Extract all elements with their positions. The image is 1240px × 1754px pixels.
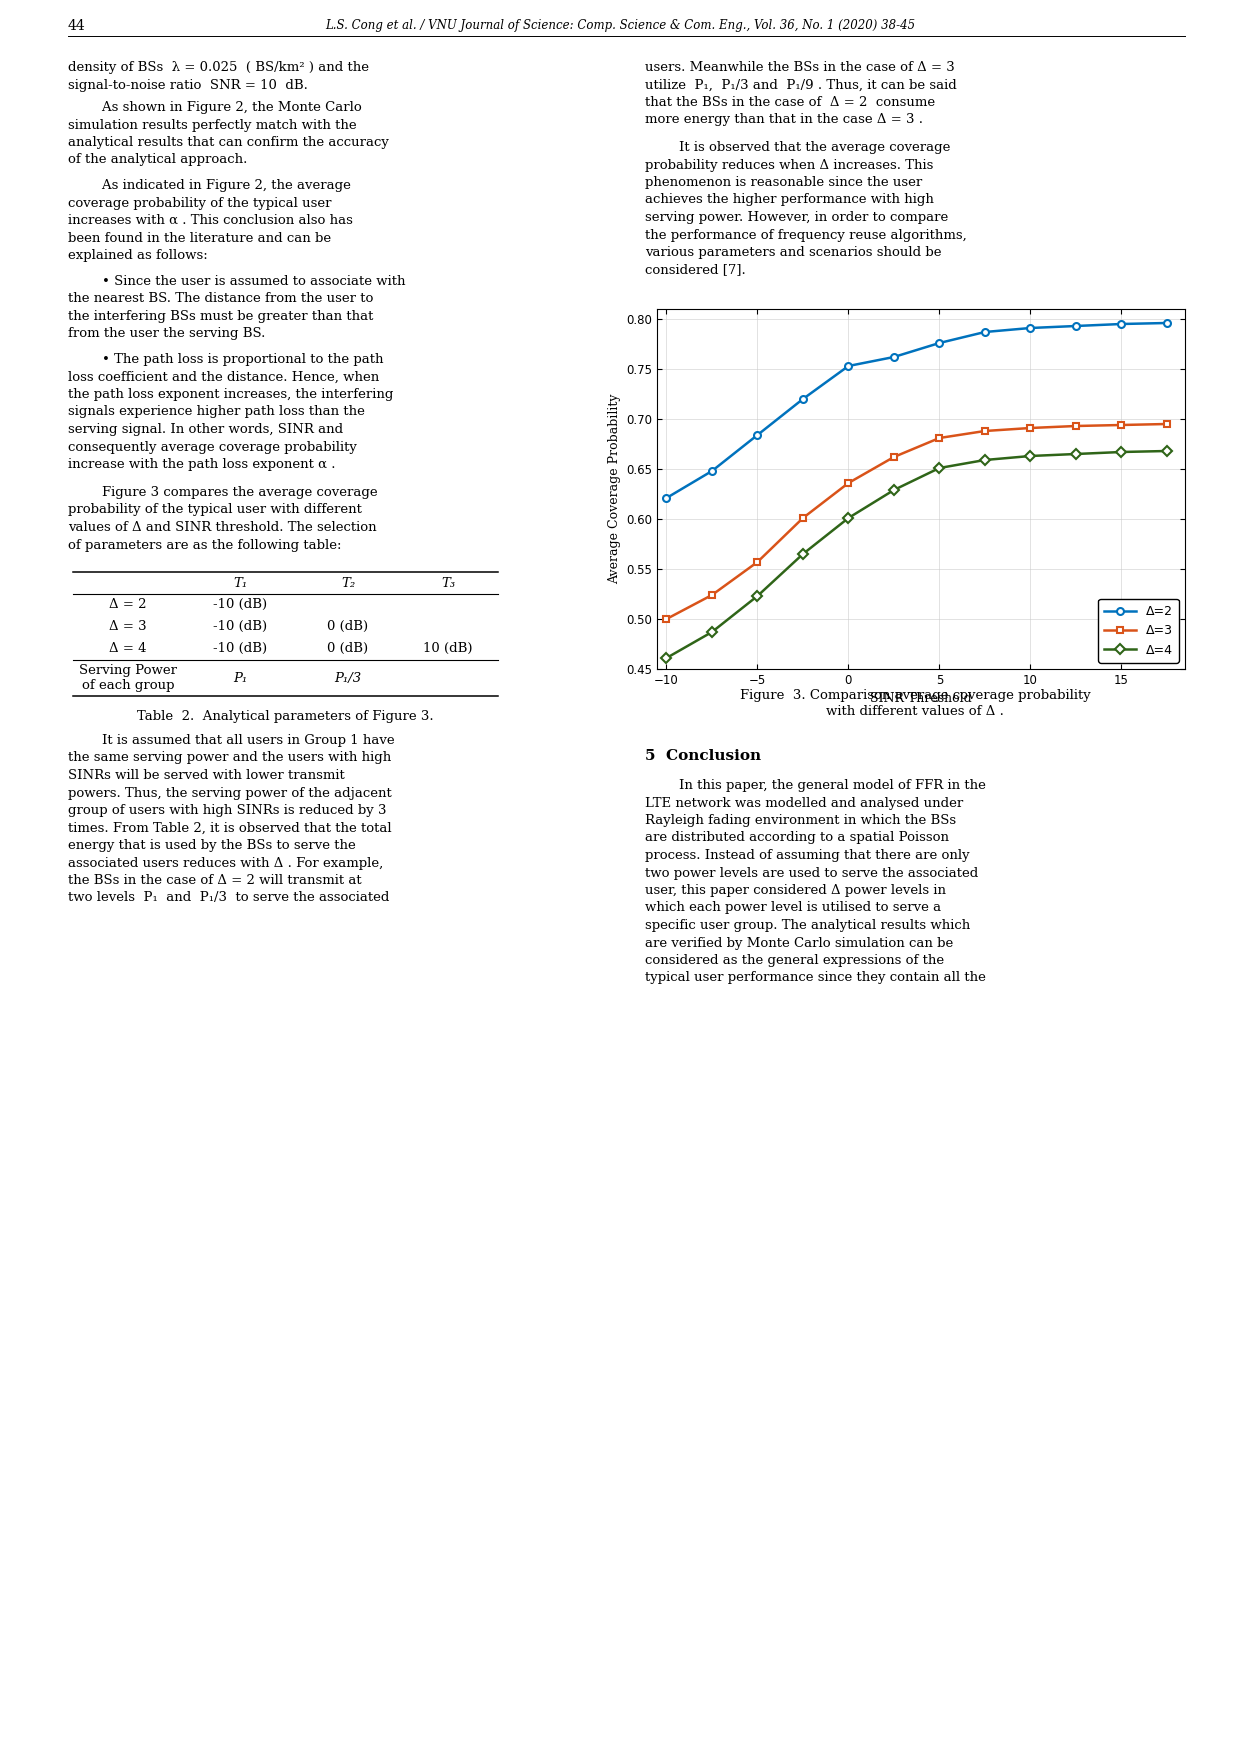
Text: 0 (dB): 0 (dB) xyxy=(327,642,368,654)
Text: It is observed that the average coverage
probability reduces when Δ increases. T: It is observed that the average coverage… xyxy=(645,140,967,277)
Text: Δ = 3: Δ = 3 xyxy=(109,619,146,633)
Text: T₁: T₁ xyxy=(233,577,248,589)
Text: Δ = 4: Δ = 4 xyxy=(109,642,146,654)
Text: • Since the user is assumed to associate with
the nearest BS. The distance from : • Since the user is assumed to associate… xyxy=(68,275,405,340)
Text: with different values of Δ .: with different values of Δ . xyxy=(826,705,1004,717)
Text: Figure 3 compares the average coverage
probability of the typical user with diff: Figure 3 compares the average coverage p… xyxy=(68,486,378,551)
Text: In this paper, the general model of FFR in the
LTE network was modelled and anal: In this paper, the general model of FFR … xyxy=(645,779,986,984)
Text: 44: 44 xyxy=(68,19,86,33)
Text: -10 (dB): -10 (dB) xyxy=(213,642,268,654)
Text: P₁/3: P₁/3 xyxy=(335,672,362,686)
Text: Serving Power: Serving Power xyxy=(79,665,177,677)
Text: T₂: T₂ xyxy=(341,577,355,589)
Text: 10 (dB): 10 (dB) xyxy=(423,642,472,654)
Text: T₃: T₃ xyxy=(441,577,455,589)
X-axis label: SINR Threshold: SINR Threshold xyxy=(870,693,972,705)
Text: -10 (dB): -10 (dB) xyxy=(213,619,268,633)
Text: It is assumed that all users in Group 1 have
the same serving power and the user: It is assumed that all users in Group 1 … xyxy=(68,733,394,905)
Text: L.S. Cong et al. / VNU Journal of Science: Comp. Science & Com. Eng., Vol. 36, N: L.S. Cong et al. / VNU Journal of Scienc… xyxy=(325,19,915,32)
Text: As indicated in Figure 2, the average
coverage probability of the typical user
i: As indicated in Figure 2, the average co… xyxy=(68,179,353,261)
Text: 5  Conclusion: 5 Conclusion xyxy=(645,749,761,763)
Text: users. Meanwhile the BSs in the case of Δ = 3
utilize  P₁,  P₁/3 and  P₁/9 . Thu: users. Meanwhile the BSs in the case of … xyxy=(645,61,957,126)
Text: Table  2.  Analytical parameters of Figure 3.: Table 2. Analytical parameters of Figure… xyxy=(138,710,434,723)
Text: Figure  3. Comparison average coverage probability: Figure 3. Comparison average coverage pr… xyxy=(739,689,1090,702)
Text: • The path loss is proportional to the path
loss coefficient and the distance. H: • The path loss is proportional to the p… xyxy=(68,353,393,472)
Text: of each group: of each group xyxy=(82,679,175,693)
Text: Δ = 2: Δ = 2 xyxy=(109,598,146,610)
Legend: Δ=2, Δ=3, Δ=4: Δ=2, Δ=3, Δ=4 xyxy=(1097,598,1179,663)
Text: 0 (dB): 0 (dB) xyxy=(327,619,368,633)
Text: -10 (dB): -10 (dB) xyxy=(213,598,268,610)
Text: As shown in Figure 2, the Monte Carlo
simulation results perfectly match with th: As shown in Figure 2, the Monte Carlo si… xyxy=(68,102,389,167)
Y-axis label: Average Coverage Probability: Average Coverage Probability xyxy=(608,393,621,584)
Text: P₁: P₁ xyxy=(233,672,248,686)
Text: density of BSs  λ = 0.025  ( BS/km² ) and the
signal-to-noise ratio  SNR = 10  d: density of BSs λ = 0.025 ( BS/km² ) and … xyxy=(68,61,370,91)
